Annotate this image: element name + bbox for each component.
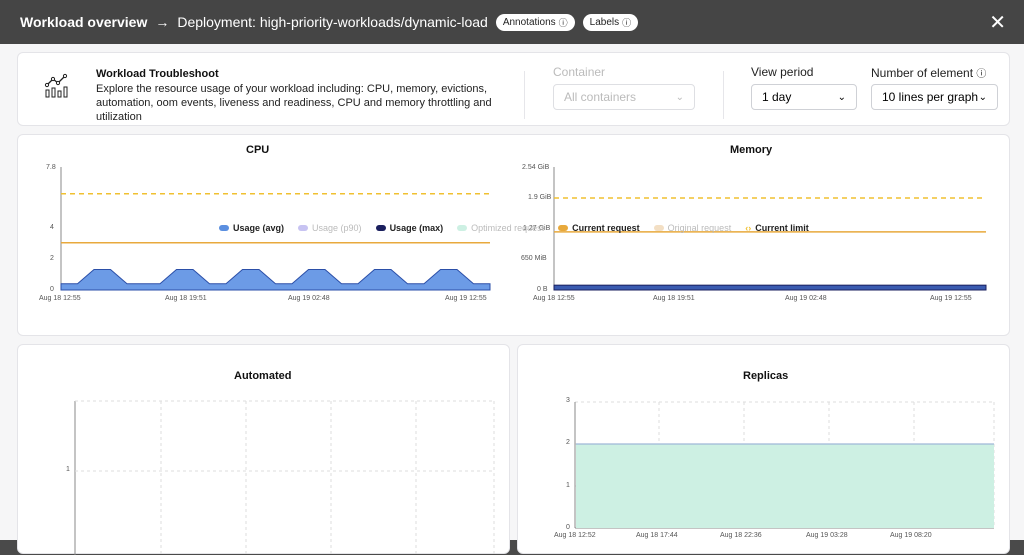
- chevron-down-icon: ⌄: [837, 91, 846, 103]
- chart-analytics-icon: [44, 73, 68, 98]
- info-icon: ⓘ: [558, 17, 568, 28]
- container-select-value: All containers: [564, 90, 637, 104]
- modal-header: Workload overview → Deployment: high-pri…: [0, 0, 1024, 44]
- cpu-x-tick: Aug 19 12:55: [445, 295, 487, 302]
- legend-swatch: [375, 225, 386, 231]
- deployment-breadcrumb: Deployment: high-priority-workloads/dyna…: [177, 14, 488, 30]
- memory-y-tick: 0 B: [537, 286, 548, 293]
- replicas-y-tick: 3: [566, 397, 570, 404]
- cpu-chart-title: CPU: [246, 144, 270, 156]
- chevron-down-icon: ⌄: [978, 91, 987, 103]
- labels-label: Labels: [589, 16, 620, 28]
- workload-overview-title: Workload overview: [20, 14, 148, 30]
- troubleshoot-title: Workload Troubleshoot: [96, 68, 219, 80]
- legend-label: Usage (max): [389, 223, 444, 233]
- cpu-y-tick: 0: [50, 286, 54, 293]
- automated-card: Automated 1: [17, 344, 510, 555]
- view-period-value: 1 day: [762, 90, 792, 104]
- container-select[interactable]: All containers ⌄: [553, 84, 695, 110]
- legend-swatch: [558, 225, 569, 231]
- legend-item-original-request[interactable]: Original request: [653, 223, 732, 233]
- cpu-y-tick: 7.8: [46, 164, 56, 171]
- arrow-right-icon: →: [155, 14, 170, 30]
- annotations-button[interactable]: Annotations ⓘ: [495, 13, 575, 31]
- memory-y-tick: 1.27 GiB: [523, 225, 551, 232]
- number-of-elements-select[interactable]: 10 lines per graph ⌄: [871, 84, 998, 110]
- memory-y-tick: 2.54 GiB: [522, 164, 550, 171]
- cpu-y-tick: 2: [50, 255, 54, 262]
- info-icon: ⓘ: [622, 17, 632, 28]
- memory-chart: [553, 167, 987, 291]
- legend-label: Optimized request: [471, 223, 545, 233]
- memory-usage-area: [553, 284, 987, 291]
- legend-label: Current request: [572, 223, 640, 233]
- replicas-x-tick: Aug 18 22:36: [720, 532, 762, 539]
- legend-item-current-limit[interactable]: ‹› Current limit: [745, 223, 809, 233]
- memory-y-tick: 1.9 GiB: [528, 194, 552, 201]
- replicas-y-tick: 0: [566, 524, 570, 531]
- legend-swatch: [653, 225, 664, 231]
- legend-item-usage-p90[interactable]: Usage (p90): [298, 223, 362, 233]
- replicas-area: [576, 444, 994, 528]
- legend-label: Usage (p90): [312, 223, 362, 233]
- replicas-y-tick: 2: [566, 439, 570, 446]
- legend-item-usage-max[interactable]: Usage (max): [375, 223, 444, 233]
- replicas-x-tick: Aug 18 12:52: [554, 532, 596, 539]
- info-icon[interactable]: ⓘ: [976, 69, 987, 80]
- number-of-elements-text: Number of element: [871, 66, 974, 80]
- cpu-usage-area: [60, 269, 491, 291]
- replicas-chart: [574, 401, 995, 529]
- replicas-y-tick: 1: [566, 482, 570, 489]
- dashed-line-icon: ‹›: [745, 223, 752, 233]
- cpu-x-tick: Aug 19 02:48: [288, 295, 330, 302]
- modal-content: Workload Troubleshoot Explore the resour…: [0, 44, 1024, 555]
- replicas-x-tick: Aug 18 17:44: [636, 532, 678, 539]
- legend-item-current-request[interactable]: Current request: [558, 223, 640, 233]
- divider: [524, 71, 525, 119]
- legend-swatch: [457, 225, 468, 231]
- legend-label: Usage (avg): [233, 223, 285, 233]
- replicas-x-tick: Aug 19 08:20: [890, 532, 932, 539]
- view-period-label: View period: [751, 65, 814, 79]
- annotations-label: Annotations: [502, 16, 556, 28]
- replicas-x-tick: Aug 19 03:28: [806, 532, 848, 539]
- chevron-down-icon: ⌄: [675, 91, 684, 103]
- cpu-x-tick: Aug 18 19:51: [165, 295, 207, 302]
- legend-item-usage-avg[interactable]: Usage (avg): [219, 223, 284, 233]
- legend-label: Original request: [667, 223, 732, 233]
- memory-x-tick: Aug 19 12:55: [930, 295, 972, 302]
- number-of-elements-value: 10 lines per graph: [882, 90, 979, 104]
- automated-y-tick: 1: [66, 466, 70, 473]
- number-of-elements-label: Number of element ⓘ: [871, 65, 986, 80]
- troubleshoot-description: Explore the resource usage of your workl…: [96, 83, 492, 123]
- close-icon[interactable]: ✕: [989, 12, 1006, 34]
- cpu-x-tick: Aug 18 12:55: [39, 295, 81, 302]
- replicas-card: Replicas 3 2 1 0 Aug 18 12:52 Aug 18 17:…: [517, 344, 1010, 554]
- legend-label: Current limit: [755, 223, 809, 233]
- view-period-select[interactable]: 1 day ⌄: [751, 84, 857, 110]
- automated-chart: [74, 400, 495, 555]
- labels-button[interactable]: Labels ⓘ: [582, 13, 639, 31]
- legend-swatch: [219, 225, 229, 231]
- cpu-chart: [60, 167, 491, 291]
- memory-x-tick: Aug 18 19:51: [653, 295, 695, 302]
- legend-item-optimized-request[interactable]: Optimized request: [457, 223, 544, 233]
- chart-legend: Usage (avg) Usage (p90) Usage (max) Opti…: [219, 223, 809, 233]
- memory-y-tick: 650 MiB: [521, 255, 547, 262]
- container-label: Container: [553, 65, 606, 79]
- usage-charts-card: CPU Memory 7.8 4 2 0 Aug 18 12:55 Aug 18…: [17, 134, 1010, 336]
- automated-chart-title: Automated: [234, 370, 292, 382]
- memory-x-tick: Aug 19 02:48: [785, 295, 827, 302]
- divider: [723, 71, 724, 119]
- cpu-y-tick: 4: [50, 224, 54, 231]
- memory-x-tick: Aug 18 12:55: [533, 295, 575, 302]
- troubleshoot-card: Workload Troubleshoot Explore the resour…: [17, 52, 1010, 126]
- memory-chart-title: Memory: [730, 144, 773, 156]
- legend-swatch: [298, 225, 309, 231]
- replicas-chart-title: Replicas: [743, 370, 789, 382]
